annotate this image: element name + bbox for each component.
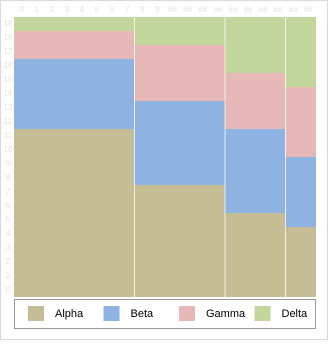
y-axis-label: 4 xyxy=(6,229,11,238)
x-axis-label: ## xyxy=(274,5,283,14)
segment xyxy=(134,45,226,101)
x-axis-label: 6 xyxy=(110,5,115,14)
segment xyxy=(134,185,226,297)
x-axis-label: 8 xyxy=(140,5,145,14)
x-axis-label: 1 xyxy=(34,5,39,14)
x-axis-label: 2 xyxy=(50,5,55,14)
x-axis-label: ## xyxy=(213,5,222,14)
legend-swatch xyxy=(103,306,120,321)
x-axis-label: 9 xyxy=(155,5,160,14)
y-axis-label: 0 xyxy=(6,285,11,294)
legend-label: Alpha xyxy=(55,308,84,320)
x-axis-label: ## xyxy=(289,5,298,14)
x-axis-label: 5 xyxy=(95,5,100,14)
segment xyxy=(14,129,135,297)
segment xyxy=(14,17,135,31)
x-axis-label: 4 xyxy=(80,5,85,14)
segment xyxy=(225,213,286,297)
y-axis-label: 9 xyxy=(6,159,11,168)
x-axis-label: 7 xyxy=(125,5,130,14)
legend-swatch xyxy=(179,306,195,321)
segment xyxy=(285,227,316,297)
legend-swatch xyxy=(254,306,271,321)
y-axis-label: 13 xyxy=(4,103,13,112)
y-axis-label: 19 xyxy=(4,19,13,28)
legend-swatch xyxy=(28,306,44,321)
segment xyxy=(14,59,135,129)
segment xyxy=(285,157,316,227)
y-axis-label: 14 xyxy=(4,89,13,98)
y-axis-label: 3 xyxy=(6,243,11,252)
legend-label: Delta xyxy=(282,308,309,320)
x-axis-label: ## xyxy=(244,5,253,14)
y-axis-label: 18 xyxy=(4,33,13,42)
y-axis-label: 7 xyxy=(6,187,11,196)
y-axis-label: 10 xyxy=(4,145,13,154)
x-axis-label: ## xyxy=(183,5,192,14)
segment xyxy=(134,101,226,185)
segment xyxy=(14,31,135,59)
segment xyxy=(225,17,286,73)
x-axis-label: 0 xyxy=(19,5,24,14)
x-axis-label: ## xyxy=(259,5,268,14)
y-axis-label: 1 xyxy=(6,271,11,280)
y-axis-label: 11 xyxy=(4,131,13,140)
x-axis-label: ## xyxy=(168,5,177,14)
legend-label: Beta xyxy=(131,308,155,320)
y-axis-label: 6 xyxy=(6,201,11,210)
y-axis-label: 16 xyxy=(4,61,13,70)
x-axis-label: ## xyxy=(198,5,207,14)
y-axis-label: 8 xyxy=(6,173,11,182)
segment xyxy=(225,129,286,213)
segment xyxy=(225,73,286,129)
y-axis-label: 12 xyxy=(4,117,13,126)
y-axis-label: 17 xyxy=(4,47,13,56)
x-axis-label: ## xyxy=(228,5,237,14)
segment xyxy=(134,17,226,45)
y-axis-label: 15 xyxy=(4,75,13,84)
x-axis-label: 3 xyxy=(65,5,70,14)
x-axis-label: ## xyxy=(304,5,313,14)
y-axis-label: 2 xyxy=(6,257,11,266)
segment xyxy=(285,87,316,157)
y-axis-label: 5 xyxy=(6,215,11,224)
legend-label: Gamma xyxy=(206,308,246,320)
segment xyxy=(285,17,316,87)
